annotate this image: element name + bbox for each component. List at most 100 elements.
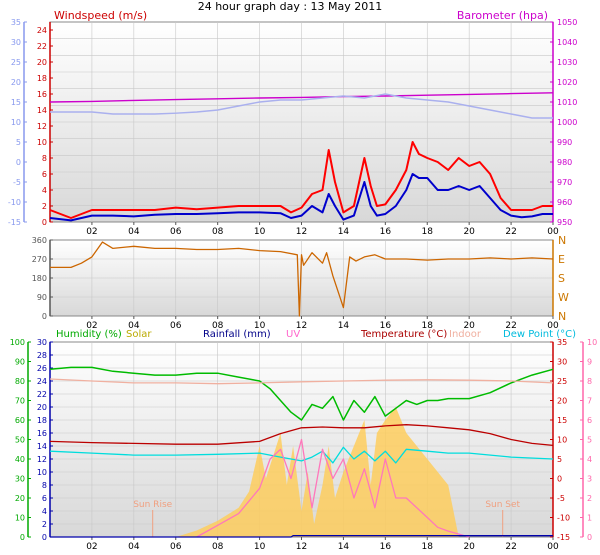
rainfall-axis-tick-label: 12 xyxy=(37,455,47,464)
series-line xyxy=(49,378,554,385)
x-tick-label: 02 xyxy=(86,227,97,237)
uv-axis-tick-label: 9 xyxy=(587,358,592,367)
windspeed-axis-tick-label: 8 xyxy=(42,154,47,163)
temperature-axis-tick-label: 35 xyxy=(557,338,567,347)
humidity-axis-tick-label: 70 xyxy=(15,397,25,406)
windspeed-axis-tick-label: 20 xyxy=(37,58,47,67)
compass-label: S xyxy=(558,272,565,285)
legend-solar: Solar xyxy=(126,329,152,340)
rainfall-axis-tick-label: 30 xyxy=(37,338,47,347)
x-tick-label: 08 xyxy=(212,321,224,331)
uv-axis-tick-label: 3 xyxy=(587,475,592,484)
rainfall-axis-tick-label: 0 xyxy=(42,533,47,542)
barometer-axis-tick-label: 970 xyxy=(557,178,572,187)
legend-indoor: Indoor xyxy=(449,329,482,340)
x-tick-label: 02 xyxy=(86,542,97,552)
outer-left-axis-tick-label: 10 xyxy=(11,118,21,127)
x-tick-label: 04 xyxy=(128,227,140,237)
direction-axis-tick-label: 180 xyxy=(32,274,47,283)
x-tick-label: 08 xyxy=(212,542,224,552)
direction-axis-tick-label: 270 xyxy=(32,255,47,264)
outer-left-axis-tick-label: 30 xyxy=(11,38,21,47)
x-tick-label: 20 xyxy=(463,542,475,552)
humidity-axis-tick-label: 50 xyxy=(15,436,25,445)
x-tick-label: 14 xyxy=(338,542,350,552)
x-tick-label: 00 xyxy=(547,227,559,237)
barometer-axis-tick-label: 990 xyxy=(557,138,572,147)
uv-axis-tick-label: 5 xyxy=(587,436,592,445)
x-tick-label: 06 xyxy=(170,542,182,552)
temperature-axis-tick-label: 15 xyxy=(557,416,567,425)
x-tick-label: 10 xyxy=(254,321,266,331)
x-tick-label: 06 xyxy=(170,227,182,237)
windspeed-axis-tick-label: 24 xyxy=(37,26,47,35)
windspeed-axis-tick-label: 4 xyxy=(42,186,47,195)
rainfall-axis-tick-label: 4 xyxy=(42,507,47,516)
outer-left-axis-tick-label: -15 xyxy=(8,218,21,227)
compass-label: W xyxy=(558,291,569,304)
compass-label: N xyxy=(558,310,566,323)
barometer-axis-tick-label: 950 xyxy=(557,218,572,227)
windspeed-axis-tick-label: 0 xyxy=(42,218,47,227)
rainfall-axis-tick-label: 2 xyxy=(42,520,47,529)
rainfall-axis-tick-label: 26 xyxy=(37,364,47,373)
uv-axis-tick-label: 10 xyxy=(587,338,597,347)
series-line xyxy=(196,438,470,538)
legend-dewpoint: Dew Point (°C) xyxy=(503,329,576,340)
windspeed-axis-tick-label: 2 xyxy=(42,202,47,211)
rainfall-axis-tick-label: 20 xyxy=(37,403,47,412)
x-tick-label: 04 xyxy=(128,542,140,552)
windspeed-axis-tick-label: 16 xyxy=(37,90,47,99)
x-tick-label: 20 xyxy=(463,321,475,331)
humidity-axis-tick-label: 10 xyxy=(15,514,25,523)
barometer-axis-tick-label: 1010 xyxy=(557,98,577,107)
x-tick-label: 10 xyxy=(254,227,266,237)
windspeed-axis-tick-label: 10 xyxy=(37,138,47,147)
x-tick-label: 00 xyxy=(547,542,559,552)
rainfall-axis-tick-label: 14 xyxy=(37,442,47,451)
x-tick-label: 08 xyxy=(212,227,224,237)
x-tick-label: 10 xyxy=(254,542,266,552)
legend-temperature: Temperature (°C) xyxy=(360,329,447,340)
temperature-axis-tick-label: 5 xyxy=(557,455,562,464)
x-tick-label: 18 xyxy=(422,321,434,331)
x-tick-label: 20 xyxy=(463,227,475,237)
temperature-axis-tick-label: 10 xyxy=(557,436,567,445)
temperature-axis-tick-label: -10 xyxy=(557,514,570,523)
outer-left-axis-tick-label: 5 xyxy=(16,138,21,147)
legend-uv: UV xyxy=(286,329,300,340)
x-tick-label: 16 xyxy=(380,542,392,552)
outer-left-axis-tick-label: 20 xyxy=(11,78,21,87)
series-line xyxy=(49,92,554,103)
rainfall-axis-tick-label: 28 xyxy=(37,351,47,360)
x-tick-label: 06 xyxy=(170,321,182,331)
barometer-axis-tick-label: 1030 xyxy=(557,58,577,67)
compass-label: E xyxy=(558,253,565,266)
x-tick-label: 22 xyxy=(505,227,516,237)
x-tick-label: 22 xyxy=(505,321,516,331)
barometer-axis-tick-label: 1020 xyxy=(557,78,577,87)
uv-axis-tick-label: 4 xyxy=(587,455,592,464)
outer-left-axis-tick-label: 35 xyxy=(11,18,21,27)
series-line xyxy=(49,173,553,222)
series-line xyxy=(49,141,553,219)
x-tick-label: 22 xyxy=(505,542,516,552)
rainfall-axis-tick-label: 10 xyxy=(37,468,47,477)
rainfall-axis-tick-label: 8 xyxy=(42,481,47,490)
humidity-axis-tick-label: 60 xyxy=(15,416,25,425)
humidity-axis-tick-label: 100 xyxy=(10,338,25,347)
windspeed-axis-title: Windspeed (m/s) xyxy=(54,9,147,22)
uv-axis-tick-label: 2 xyxy=(587,494,592,503)
x-tick-label: 04 xyxy=(128,321,140,331)
barometer-axis-title: Barometer (hpa) xyxy=(457,9,548,22)
temperature-axis-tick-label: -5 xyxy=(557,494,565,503)
humidity-axis-tick-label: 20 xyxy=(15,494,25,503)
x-tick-label: 14 xyxy=(338,321,350,331)
uv-axis-tick-label: 8 xyxy=(587,377,592,386)
series-line xyxy=(50,93,553,119)
sun-annotation: Sun Set xyxy=(485,500,520,510)
outer-left-axis-tick-label: -5 xyxy=(13,178,21,187)
humidity-axis-tick-label: 80 xyxy=(15,377,25,386)
temperature-axis-tick-label: 25 xyxy=(557,377,567,386)
rainfall-axis-tick-label: 18 xyxy=(37,416,47,425)
